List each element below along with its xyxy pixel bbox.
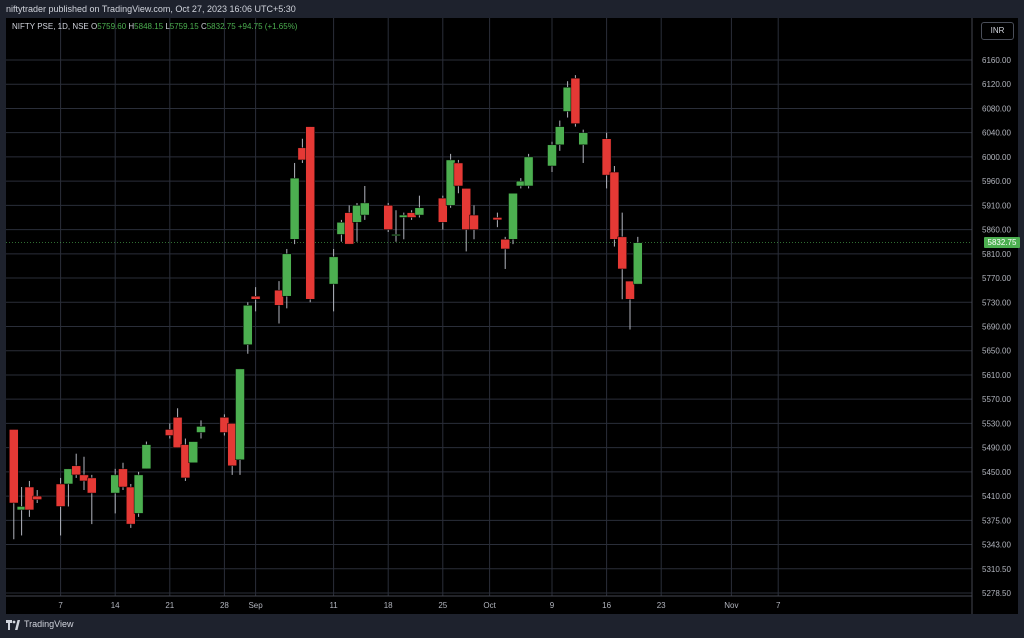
candle-body <box>453 162 464 187</box>
candle-body <box>305 126 315 300</box>
chart-frame[interactable]: 5278.50 5310.50 5343.00 5375.00 5410.00 5450.… <box>6 18 1020 614</box>
price-tick-label: 5278.50 <box>982 589 1011 598</box>
candle-body <box>414 207 425 216</box>
candle-body <box>461 188 471 230</box>
candle-body <box>492 217 503 221</box>
candle-body <box>609 171 620 240</box>
candle-body <box>438 197 448 223</box>
price-tick-label: 6000.00 <box>982 153 1011 162</box>
time-tick-label: 16 <box>602 601 611 610</box>
tradingview-logo-icon[interactable] <box>6 620 20 630</box>
price-tick-label: 6160.00 <box>982 56 1011 65</box>
candle-body <box>196 426 206 433</box>
candlestick-chart[interactable]: 5278.50 5310.50 5343.00 5375.00 5410.00 5450.… <box>6 18 1018 614</box>
publish-info: niftytrader published on TradingView.com… <box>6 4 296 14</box>
candle-body <box>328 256 339 285</box>
high-key: H <box>128 22 135 31</box>
price-tick-label: 6120.00 <box>982 80 1011 89</box>
price-tick-label: 5530.00 <box>982 419 1011 428</box>
time-tick-label: 18 <box>384 601 393 610</box>
time-tick-label: 21 <box>165 601 174 610</box>
candle-body <box>9 429 19 504</box>
close-value: 5832.75 <box>206 22 236 31</box>
price-tick-label: 5610.00 <box>982 371 1011 380</box>
candle-body <box>383 205 393 230</box>
price-tick-label: 5343.00 <box>982 541 1011 550</box>
price-tick-label: 5375.00 <box>982 516 1011 525</box>
candle-body <box>570 77 581 124</box>
price-tick-label: 5960.00 <box>982 177 1011 186</box>
symbol-label[interactable]: NIFTY PSE, 1D, NSE <box>12 22 89 31</box>
time-tick-label: 11 <box>329 601 338 610</box>
time-tick-label: 28 <box>220 601 229 610</box>
publish-bar: niftytrader published on TradingView.com… <box>0 0 1024 18</box>
low-key: L <box>165 22 170 31</box>
candle-body <box>172 417 183 448</box>
price-tick-label: 5770.00 <box>982 274 1011 283</box>
price-tick-label: 5910.00 <box>982 201 1011 210</box>
candle-body <box>118 468 128 488</box>
change-value: +94.75 (+1.65%) <box>237 22 298 31</box>
price-tick-label: 6080.00 <box>982 104 1011 113</box>
candle-body <box>547 144 557 167</box>
currency-button[interactable]: INR <box>981 22 1014 40</box>
candle-body <box>601 138 612 176</box>
time-tick-label: 25 <box>438 601 447 610</box>
close-key: C <box>200 22 207 31</box>
footer-bar: TradingView <box>0 614 1024 638</box>
candle-body <box>555 126 565 146</box>
price-tick-label: 5860.00 <box>982 226 1011 235</box>
candle-body <box>274 289 284 306</box>
candle-body <box>235 368 245 461</box>
candle-body <box>32 495 42 500</box>
price-tick-label: 5450.00 <box>982 468 1011 477</box>
time-tick-label: Nov <box>724 601 738 610</box>
candle-body <box>282 253 292 297</box>
price-tick-label: 5570.00 <box>982 395 1011 404</box>
candle-body <box>63 468 74 485</box>
candle-body <box>508 193 518 240</box>
brand-label[interactable]: TradingView <box>24 619 74 629</box>
time-tick-label: 7 <box>776 601 781 610</box>
time-tick-label: 7 <box>58 601 63 610</box>
candle-body <box>141 444 152 470</box>
time-tick-label: Sep <box>248 601 263 610</box>
open-value: 5759.60 <box>97 22 127 31</box>
candle-body <box>243 305 253 345</box>
candle-body <box>633 242 643 285</box>
high-value: 5848.15 <box>134 22 164 31</box>
price-tick-label: 5650.00 <box>982 347 1011 356</box>
candle-body <box>344 212 354 245</box>
candle-body <box>617 236 627 270</box>
candle-body <box>289 177 300 240</box>
price-tick-label: 5730.00 <box>982 298 1011 307</box>
open-key: O <box>91 22 98 31</box>
low-value: 5759.15 <box>169 22 199 31</box>
time-tick-label: 9 <box>550 601 555 610</box>
chart-legend: NIFTY PSE, 1D, NSE O5759.60 H5848.15 L57… <box>12 22 297 31</box>
price-tick-label: 5810.00 <box>982 250 1011 259</box>
candle-body <box>71 465 81 476</box>
candle-body <box>360 202 370 216</box>
last-price-label: 5832.75 <box>984 236 1020 248</box>
time-tick-label: 23 <box>657 601 666 610</box>
price-tick-label: 5690.00 <box>982 323 1011 332</box>
candle-body <box>133 474 144 514</box>
time-tick-label: 14 <box>111 601 120 610</box>
candle-body <box>188 441 198 464</box>
price-tick-label: 5490.00 <box>982 444 1011 453</box>
price-tick-label: 6040.00 <box>982 129 1011 138</box>
candle-body <box>523 156 534 187</box>
price-tick-label: 5310.50 <box>982 565 1011 574</box>
candle-body <box>391 234 401 236</box>
candle-body <box>500 239 510 250</box>
candle-body <box>625 280 635 300</box>
candle-body <box>469 214 479 230</box>
candle-body <box>87 477 97 494</box>
candle-body <box>250 295 261 300</box>
time-tick-label: Oct <box>483 601 496 610</box>
candle-body <box>55 483 66 507</box>
candle-body <box>578 132 588 146</box>
price-tick-label: 5410.00 <box>982 492 1011 501</box>
